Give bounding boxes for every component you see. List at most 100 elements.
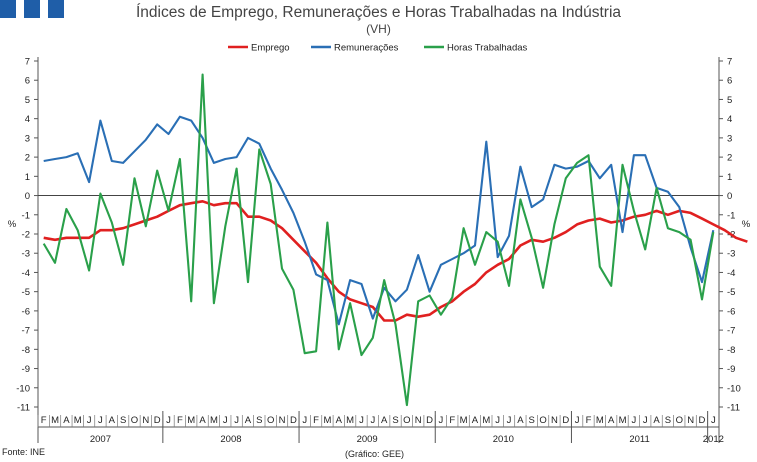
month-tick-label: A	[653, 415, 660, 426]
legend-label: Remunerações	[334, 43, 399, 54]
month-tick-label: O	[403, 415, 410, 426]
month-tick-label: J	[166, 415, 171, 426]
legend-label: Emprego	[251, 43, 290, 54]
month-tick-label: M	[482, 415, 490, 426]
month-tick-label: A	[381, 415, 388, 426]
month-tick-label: N	[279, 415, 286, 426]
y-tick-label-right: 6	[727, 76, 732, 87]
month-tick-label: A	[199, 415, 206, 426]
y-tick-label-left: 7	[25, 57, 30, 68]
month-tick-label: S	[120, 415, 126, 426]
month-tick-label: J	[507, 415, 512, 426]
month-tick-label: A	[63, 415, 70, 426]
month-tick-label: O	[131, 415, 138, 426]
y-tick-label-left: -7	[22, 326, 30, 337]
month-tick-label: J	[359, 415, 364, 426]
y-tick-label-left: 6	[25, 76, 30, 87]
year-label: 2007	[90, 434, 111, 445]
year-label: 2009	[357, 434, 378, 445]
month-tick-label: J	[575, 415, 580, 426]
series-line-emprego	[43, 200, 748, 322]
month-tick-label: D	[699, 415, 706, 426]
month-tick-label: F	[449, 415, 455, 426]
y-tick-label-right: -9	[727, 364, 735, 375]
source-note: Fonte: INE	[2, 447, 46, 457]
month-tick-label: A	[608, 415, 615, 426]
month-tick-label: A	[245, 415, 252, 426]
month-tick-label: M	[619, 415, 627, 426]
y-tick-label-right: -10	[727, 383, 741, 394]
month-tick-label: M	[323, 415, 331, 426]
month-tick-label: J	[87, 415, 92, 426]
month-tick-label: S	[392, 415, 398, 426]
y-tick-label-left: 1	[25, 172, 30, 183]
series-line-horas-trabalhadas	[42, 73, 715, 407]
month-tick-label: D	[290, 415, 297, 426]
y-tick-label-right: -6	[727, 306, 735, 317]
month-tick-label: J	[98, 415, 103, 426]
y-tick-label-right: -11	[727, 403, 740, 414]
month-tick-label: M	[596, 415, 604, 426]
month-tick-label: S	[529, 415, 535, 426]
year-label: 2008	[220, 434, 241, 445]
month-tick-label: J	[302, 415, 307, 426]
y-tick-label-left: -8	[22, 345, 30, 356]
month-tick-label: F	[586, 415, 592, 426]
y-tick-label-right: -8	[727, 345, 735, 356]
month-tick-label: N	[142, 415, 149, 426]
month-tick-label: A	[517, 415, 524, 426]
y-tick-label-right: -4	[727, 268, 735, 279]
month-tick-label: J	[234, 415, 239, 426]
month-tick-label: J	[223, 415, 228, 426]
y-tick-label-right: -3	[727, 249, 735, 260]
year-label: 2010	[493, 434, 514, 445]
y-tick-label-left: 0	[25, 191, 30, 202]
year-label: 2011	[629, 434, 649, 445]
y-tick-label-left: -4	[22, 268, 30, 279]
month-tick-label: J	[632, 415, 637, 426]
month-tick-label: F	[41, 415, 47, 426]
y-axis-label-left: %	[8, 219, 17, 230]
month-tick-label: M	[460, 415, 468, 426]
month-tick-label: N	[687, 415, 694, 426]
month-tick-label: M	[51, 415, 59, 426]
month-tick-label: O	[267, 415, 274, 426]
y-tick-label-right: -7	[727, 326, 735, 337]
month-tick-label: N	[415, 415, 422, 426]
month-tick-label: D	[562, 415, 569, 426]
series-line-remuneracoes	[43, 115, 715, 326]
y-tick-label-right: 4	[727, 114, 732, 125]
y-tick-label-right: 1	[727, 172, 732, 183]
month-tick-label: J	[370, 415, 375, 426]
month-tick-label: A	[472, 415, 479, 426]
y-tick-label-left: 3	[25, 133, 30, 144]
month-tick-label: D	[154, 415, 161, 426]
ine-logo	[0, 0, 68, 18]
month-tick-label: J	[643, 415, 648, 426]
logo-block	[48, 0, 64, 18]
month-tick-label: M	[210, 415, 218, 426]
month-tick-label: F	[313, 415, 319, 426]
chart-subtitle: (VH)	[366, 22, 391, 36]
y-tick-label-left: 2	[25, 153, 30, 164]
y-tick-label-right: -5	[727, 287, 735, 298]
month-tick-label: J	[439, 415, 444, 426]
y-tick-label-right: -1	[727, 210, 735, 221]
y-tick-label-left: -1	[22, 210, 30, 221]
y-tick-label-right: 3	[727, 133, 732, 144]
month-tick-label: O	[539, 415, 546, 426]
logo-block	[0, 0, 16, 18]
month-tick-label: O	[676, 415, 683, 426]
month-tick-label: S	[256, 415, 262, 426]
month-tick-label: A	[109, 415, 116, 426]
y-tick-label-left: 5	[25, 95, 30, 106]
credit-note: (Gráfico: GEE)	[345, 449, 405, 459]
y-tick-label-left: -3	[22, 249, 30, 260]
month-tick-label: M	[187, 415, 195, 426]
legend-label: Horas Trabalhadas	[447, 43, 528, 54]
chart-title: Índices de Emprego, Remunerações e Horas…	[135, 4, 622, 21]
month-tick-label: J	[711, 415, 716, 426]
y-axis-label-right: %	[742, 219, 751, 230]
y-tick-label-left: -11	[17, 403, 30, 414]
